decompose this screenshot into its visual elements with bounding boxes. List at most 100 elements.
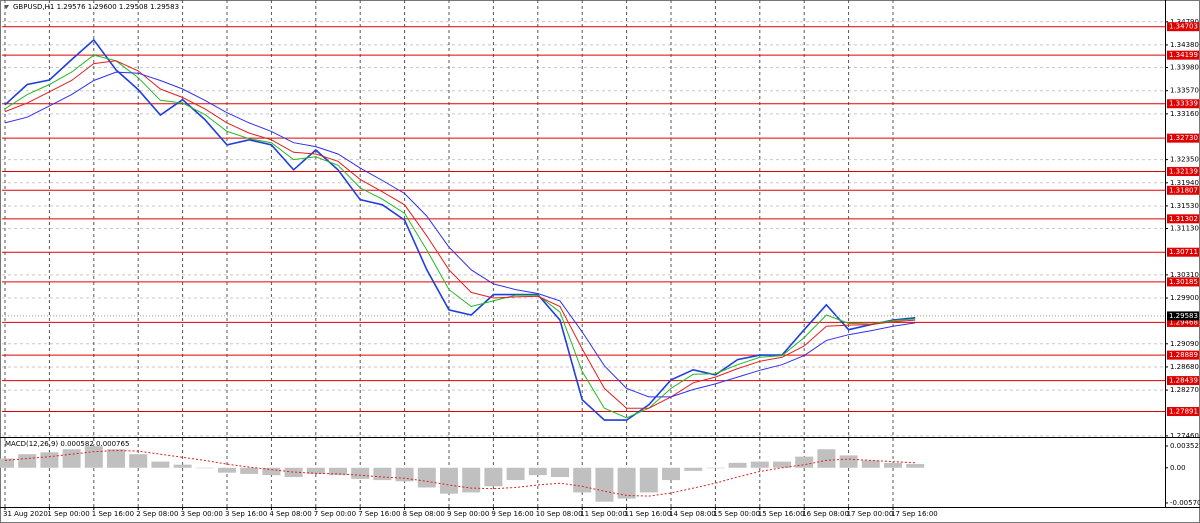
level-label: 1.34199 <box>1169 51 1198 59</box>
chart-title: GBPUSD,H1 1.29576 1.29600 1.29508 1.2958… <box>13 3 179 11</box>
level-label: 1.31302 <box>1169 215 1198 223</box>
macd-bar <box>284 467 303 478</box>
y-tick-label: 1.29900 <box>1170 294 1199 302</box>
macd-bar <box>773 461 791 468</box>
macd-bar <box>728 462 747 468</box>
x-tick-label: 7 Sep 16:00 <box>358 510 400 518</box>
macd-bar <box>40 452 59 468</box>
level-label-box <box>1167 22 1199 32</box>
level-label: 1.31807 <box>1169 186 1198 194</box>
macd-bar <box>218 467 236 473</box>
x-tick-label: 3 Sep 00:00 <box>181 510 223 518</box>
macd-bar <box>551 467 569 478</box>
macd-bar <box>151 461 170 468</box>
x-tick-label: 2 Sep 08:00 <box>136 510 178 518</box>
level-label-box <box>1167 407 1199 417</box>
y-tick-label: 1.34380 <box>1170 41 1199 49</box>
macd-bar <box>240 467 259 474</box>
x-tick-label: 17 Sep 16:00 <box>891 510 938 518</box>
macd-bar <box>84 446 103 468</box>
level-label-box <box>1167 99 1199 109</box>
macd-bar <box>906 464 925 468</box>
y-tick-label: 0.003527 <box>1170 442 1200 450</box>
x-tick-label: 15 Sep 00:00 <box>713 510 760 518</box>
level-label: 1.30185 <box>1169 278 1198 286</box>
macd-bar <box>839 455 858 468</box>
macd-bar <box>639 467 658 493</box>
y-tick-label: 1.29090 <box>1170 340 1199 348</box>
level-label: 1.28889 <box>1169 351 1198 359</box>
x-tick-label: 11 Sep 00:00 <box>580 510 627 518</box>
level-label: 1.32730 <box>1169 134 1198 142</box>
macd-bar <box>62 449 81 468</box>
macd-bar <box>884 462 902 468</box>
level-label-box <box>1167 167 1199 177</box>
indicator-title: MACD(12,26,9) 0.000582 0.000765 <box>5 440 129 448</box>
macd-bar <box>706 467 725 469</box>
y-tick-label: 1.33980 <box>1170 64 1199 72</box>
level-label-box <box>1167 50 1199 60</box>
level-label-box <box>1167 277 1199 287</box>
macd-bar <box>484 467 503 487</box>
moving-average <box>4 60 916 409</box>
x-tick-label: 14 Sep 08:00 <box>669 510 716 518</box>
macd-bar <box>795 456 814 468</box>
macd-bar <box>107 449 125 468</box>
macd-bar <box>417 467 436 488</box>
x-tick-label: 11 Sep 16:00 <box>625 510 672 518</box>
level-label-box <box>1167 247 1199 257</box>
level-label: 1.32139 <box>1169 168 1198 176</box>
level-label-box <box>1167 350 1199 360</box>
level-label: 1.27891 <box>1169 408 1198 416</box>
y-tick-label: 1.32350 <box>1170 156 1199 164</box>
macd-bar <box>617 467 636 499</box>
x-tick-label: 17 Sep 00:00 <box>847 510 894 518</box>
current-price-label: 1.29583 <box>1169 312 1198 320</box>
x-tick-label: 15 Sep 16:00 <box>758 510 805 518</box>
y-tick-label: 1.30310 <box>1170 271 1199 279</box>
x-tick-label: 4 Sep 08:00 <box>269 510 311 518</box>
macd-bar <box>817 449 836 468</box>
macd-bar <box>262 467 281 476</box>
x-tick-label: 10 Sep 08:00 <box>536 510 583 518</box>
macd-bar <box>573 467 592 493</box>
y-tick-label: 0.00 <box>1170 464 1186 472</box>
macd-bar <box>595 467 614 502</box>
level-label-box <box>1167 317 1199 327</box>
macd-bar <box>18 454 37 468</box>
level-label: 1.34703 <box>1169 23 1198 31</box>
macd-bar <box>0 458 14 468</box>
moving-average <box>4 71 916 398</box>
y-tick-label: 1.34790 <box>1170 18 1199 26</box>
level-label: 1.29468 <box>1169 318 1198 326</box>
y-tick-label: 1.31530 <box>1170 202 1199 210</box>
price-line <box>4 38 916 421</box>
level-label-box <box>1167 376 1199 386</box>
level-label: 1.33339 <box>1169 100 1198 108</box>
level-label-box <box>1167 214 1199 224</box>
level-label-box <box>1167 185 1199 195</box>
x-tick-label: 3 Sep 16:00 <box>225 510 267 518</box>
macd-bar <box>306 467 325 474</box>
x-tick-label: 7 Sep 00:00 <box>314 510 356 518</box>
y-tick-label: 1.28680 <box>1170 363 1199 371</box>
macd-bar <box>506 467 525 481</box>
level-label: 1.28439 <box>1169 377 1198 385</box>
signal-line <box>4 449 916 497</box>
macd-bar <box>373 467 392 481</box>
macd-bar <box>440 467 458 494</box>
x-tick-label: 1 Sep 16:00 <box>92 510 134 518</box>
level-label-box <box>1167 133 1199 143</box>
macd-bar <box>750 461 769 468</box>
current-price-box <box>1167 311 1199 321</box>
y-tick-label: -0.005707 <box>1170 499 1200 507</box>
macd-bar <box>351 467 370 479</box>
macd-bar <box>528 467 547 476</box>
level-label: 1.30711 <box>1169 248 1198 256</box>
macd-bar <box>329 467 347 476</box>
macd-bar <box>861 460 880 468</box>
y-tick-label: 1.31940 <box>1170 179 1199 187</box>
